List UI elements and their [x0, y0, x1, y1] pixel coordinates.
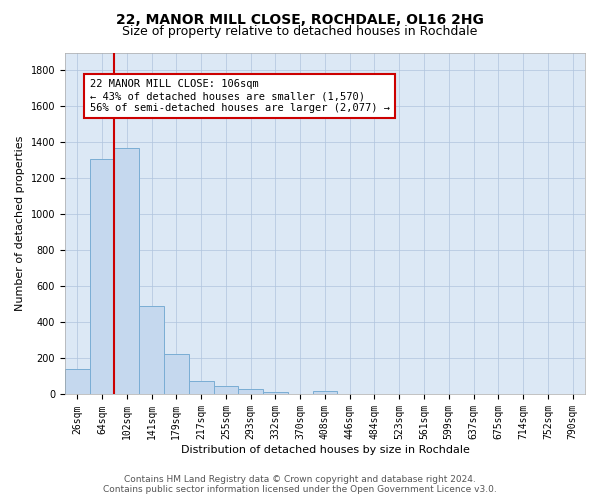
Bar: [238, 389, 263, 394]
Bar: [115, 148, 139, 394]
Bar: [164, 354, 189, 395]
Text: Contains HM Land Registry data © Crown copyright and database right 2024.
Contai: Contains HM Land Registry data © Crown c…: [103, 474, 497, 494]
Bar: [89, 158, 115, 394]
Bar: [189, 381, 214, 394]
Bar: [313, 391, 337, 394]
Bar: [263, 392, 288, 394]
Bar: [139, 306, 164, 394]
Y-axis label: Number of detached properties: Number of detached properties: [15, 136, 25, 311]
Bar: [214, 386, 238, 394]
Text: Size of property relative to detached houses in Rochdale: Size of property relative to detached ho…: [122, 25, 478, 38]
Text: 22, MANOR MILL CLOSE, ROCHDALE, OL16 2HG: 22, MANOR MILL CLOSE, ROCHDALE, OL16 2HG: [116, 12, 484, 26]
Bar: [65, 370, 89, 394]
X-axis label: Distribution of detached houses by size in Rochdale: Distribution of detached houses by size …: [181, 445, 469, 455]
Text: 22 MANOR MILL CLOSE: 106sqm
← 43% of detached houses are smaller (1,570)
56% of : 22 MANOR MILL CLOSE: 106sqm ← 43% of det…: [89, 80, 389, 112]
